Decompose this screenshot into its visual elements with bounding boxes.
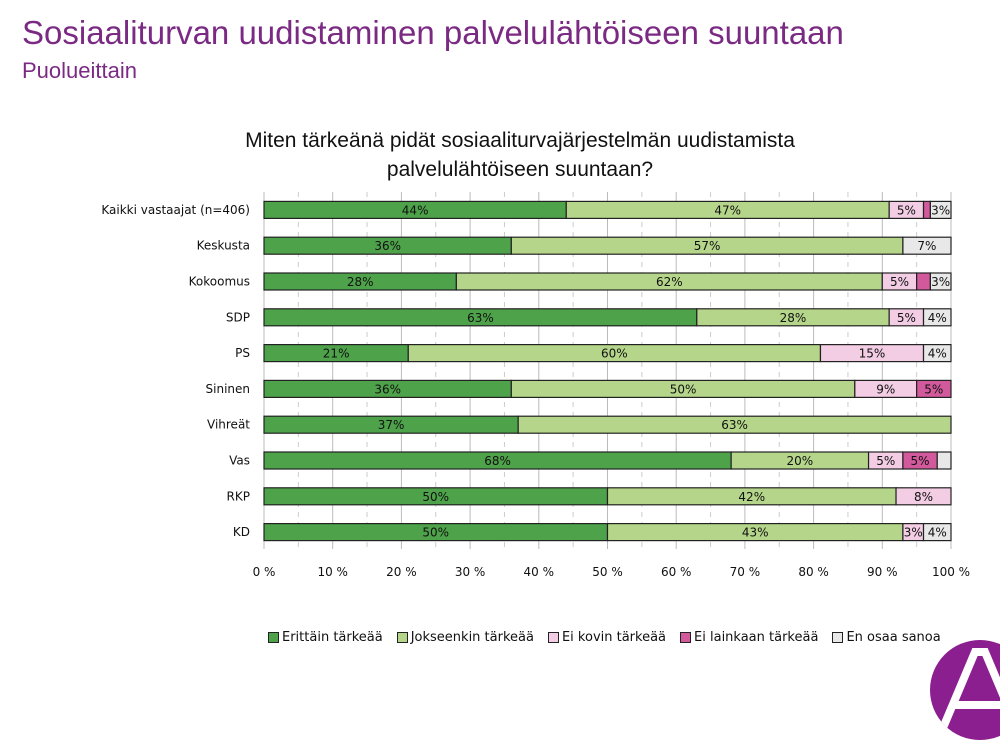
category-label: SDP xyxy=(226,310,250,324)
data-label: 63% xyxy=(467,311,494,325)
data-label: 5% xyxy=(890,275,909,289)
data-label: 3% xyxy=(931,203,950,217)
data-label: 47% xyxy=(714,203,741,217)
legend-label: Ei lainkaan tärkeää xyxy=(694,630,819,645)
data-label: 50% xyxy=(670,382,697,396)
category-label: PS xyxy=(235,346,250,360)
x-tick-label: 50 % xyxy=(592,565,623,579)
data-label: 44% xyxy=(402,203,429,217)
data-label: 8% xyxy=(914,490,933,504)
bar-segment xyxy=(916,272,931,291)
x-tick-label: 20 % xyxy=(386,565,417,579)
data-label: 3% xyxy=(904,526,923,540)
bar-segment xyxy=(895,487,952,506)
data-label: 36% xyxy=(374,239,401,253)
bar-segment xyxy=(902,236,952,255)
data-label: 5% xyxy=(924,382,943,396)
x-tick-label: 70 % xyxy=(730,565,761,579)
legend-item: Jokseenkin tärkeää xyxy=(396,630,534,645)
bar-segment xyxy=(922,200,931,219)
x-tick-label: 100 % xyxy=(932,565,970,579)
bar-segment xyxy=(922,344,952,363)
x-tick-label: 80 % xyxy=(798,565,829,579)
bar-segment xyxy=(929,200,952,219)
category-label: Kokoomus xyxy=(189,275,250,289)
bar-segment xyxy=(916,379,952,398)
legend-item: Ei kovin tärkeää xyxy=(547,630,667,645)
data-label: 57% xyxy=(694,239,721,253)
legend-label: Jokseenkin tärkeää xyxy=(410,630,534,645)
page-title: Sosiaaliturvan uudistaminen palvelulähtö… xyxy=(22,14,844,51)
data-label: 5% xyxy=(911,454,930,468)
bar-segment xyxy=(922,308,952,327)
data-label: 7% xyxy=(917,239,936,253)
chart-title-line2: palvelulähtöiseen suuntaan? xyxy=(386,158,654,181)
data-label: 5% xyxy=(897,311,916,325)
legend-item: En osaa sanoa xyxy=(832,630,941,645)
x-tick-label: 10 % xyxy=(317,565,348,579)
legend-swatch xyxy=(832,632,844,643)
brand-logo xyxy=(930,640,1000,740)
data-label: 50% xyxy=(422,490,449,504)
data-label: 37% xyxy=(378,418,405,432)
data-label: 21% xyxy=(323,347,350,361)
legend-item: Ei lainkaan tärkeää xyxy=(680,630,818,645)
x-tick-label: 30 % xyxy=(455,565,486,579)
x-tick-label: 40 % xyxy=(524,565,555,579)
data-label: 4% xyxy=(928,347,947,361)
bar-segment xyxy=(936,451,952,470)
x-tick-label: 60 % xyxy=(661,565,692,579)
data-label: 62% xyxy=(656,275,683,289)
legend: Erittäin tärkeää Jokseenkin tärkeää Ei kov… xyxy=(268,630,941,645)
legend-item: Erittäin tärkeää xyxy=(268,630,383,645)
page-subtitle: Puolueittain xyxy=(22,58,137,83)
data-label: 43% xyxy=(742,526,769,540)
data-label: 9% xyxy=(876,382,895,396)
legend-swatch xyxy=(268,632,279,643)
legend-label: Erittäin tärkeää xyxy=(282,630,383,645)
category-label: Keskusta xyxy=(197,239,250,253)
data-label: 15% xyxy=(859,347,886,361)
category-label: Vihreät xyxy=(207,418,250,432)
bar-segment xyxy=(929,272,952,291)
stacked-bar-chart: 0 % 10 % 20 % 30 % 40 % 50 % 60 % 70 % 80 % 90 % 1… xyxy=(101,192,970,579)
legend-swatch xyxy=(547,632,559,643)
data-label: 60% xyxy=(601,347,628,361)
data-label: 50% xyxy=(422,526,449,540)
data-label: 28% xyxy=(347,275,374,289)
bar-segment xyxy=(517,415,952,434)
legend-label: Ei kovin tärkeää xyxy=(561,630,667,645)
data-label: 4% xyxy=(928,526,947,540)
data-label: 5% xyxy=(876,454,895,468)
data-label: 63% xyxy=(721,418,748,432)
category-label: Sininen xyxy=(206,382,250,396)
category-label: KD xyxy=(233,525,250,539)
data-label: 28% xyxy=(780,311,807,325)
data-label: 5% xyxy=(897,203,916,217)
legend-swatch xyxy=(396,632,408,643)
legend-swatch xyxy=(680,632,692,643)
category-label: Vas xyxy=(229,454,250,468)
category-label: RKP xyxy=(227,489,250,503)
bar-segment xyxy=(922,522,952,542)
chart-title: Miten tärkeänä pidät sosiaaliturvajärjes… xyxy=(180,126,860,184)
data-label: 20% xyxy=(787,454,814,468)
data-label: 68% xyxy=(484,454,511,468)
category-label: Kaikki vastaajat (n=406) xyxy=(101,203,250,217)
data-label: 42% xyxy=(738,490,765,504)
legend-label: En osaa sanoa xyxy=(846,630,941,645)
chart-title-line1: Miten tärkeänä pidät sosiaaliturvajärjes… xyxy=(245,129,795,152)
data-label: 36% xyxy=(374,382,401,396)
x-tick-label: 0 % xyxy=(253,565,276,579)
x-tick-label: 90 % xyxy=(867,565,898,579)
data-label: 4% xyxy=(928,311,947,325)
data-label: 3% xyxy=(931,275,950,289)
